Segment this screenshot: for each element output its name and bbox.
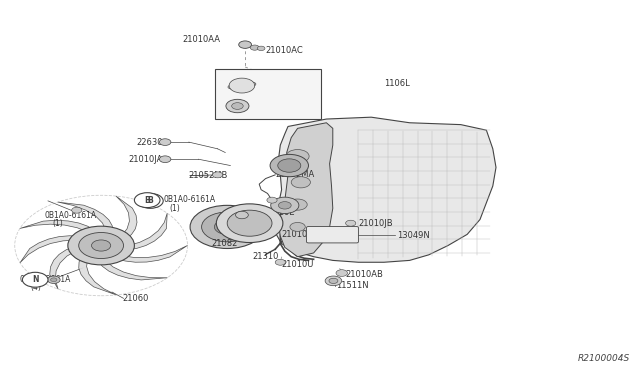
Circle shape: [51, 278, 57, 282]
Circle shape: [271, 197, 299, 214]
Circle shape: [68, 226, 134, 265]
Text: R2100004S: R2100004S: [578, 354, 630, 363]
Polygon shape: [99, 261, 168, 280]
Circle shape: [47, 276, 60, 283]
Text: 08918-3061A: 08918-3061A: [19, 275, 70, 283]
Text: B: B: [145, 196, 150, 205]
Circle shape: [226, 99, 249, 113]
Polygon shape: [275, 117, 496, 262]
Text: 0B1A0-6161A: 0B1A0-6161A: [163, 195, 215, 203]
Text: 11511N: 11511N: [336, 281, 369, 290]
Polygon shape: [127, 213, 167, 250]
Text: 21010AB: 21010AB: [346, 270, 383, 279]
Circle shape: [232, 103, 243, 109]
Circle shape: [290, 222, 305, 231]
FancyBboxPatch shape: [307, 227, 358, 243]
Text: 21010JA: 21010JA: [129, 155, 163, 164]
Circle shape: [72, 207, 82, 213]
Circle shape: [79, 232, 124, 259]
Circle shape: [212, 172, 223, 178]
Circle shape: [22, 272, 48, 287]
Polygon shape: [278, 123, 333, 257]
Text: B: B: [148, 196, 153, 205]
Circle shape: [336, 270, 348, 276]
Circle shape: [214, 219, 240, 234]
Circle shape: [270, 154, 308, 177]
Polygon shape: [58, 202, 113, 231]
Circle shape: [346, 220, 356, 226]
Text: 1106L: 1106L: [384, 79, 410, 88]
Polygon shape: [116, 196, 137, 239]
Circle shape: [267, 197, 277, 203]
Text: 21200: 21200: [246, 102, 273, 110]
Circle shape: [278, 159, 301, 172]
Text: (1): (1): [170, 204, 180, 213]
Polygon shape: [20, 220, 95, 232]
Circle shape: [286, 150, 309, 163]
Text: (4): (4): [31, 283, 42, 292]
Polygon shape: [79, 256, 116, 295]
Circle shape: [159, 139, 171, 145]
Circle shape: [329, 278, 338, 283]
Circle shape: [134, 193, 160, 208]
Text: 21010JB: 21010JB: [358, 219, 393, 228]
Text: N: N: [32, 275, 38, 284]
Polygon shape: [116, 246, 188, 262]
Text: 21310: 21310: [252, 252, 278, 261]
Text: 21010AC: 21010AC: [266, 46, 303, 55]
Circle shape: [275, 259, 285, 265]
Circle shape: [291, 177, 310, 188]
Circle shape: [250, 45, 259, 50]
Polygon shape: [20, 236, 79, 263]
Polygon shape: [50, 247, 76, 289]
Circle shape: [239, 41, 252, 48]
Text: 21052MA: 21052MA: [275, 170, 314, 179]
Circle shape: [236, 211, 248, 219]
Circle shape: [229, 78, 255, 93]
Text: 21010AA: 21010AA: [183, 35, 221, 44]
Circle shape: [92, 240, 111, 251]
Bar: [215, 69, 321, 119]
Text: 21082: 21082: [211, 239, 237, 248]
Circle shape: [288, 199, 307, 210]
Circle shape: [227, 210, 272, 236]
Circle shape: [202, 212, 253, 242]
Text: 22630: 22630: [137, 138, 163, 147]
Circle shape: [159, 156, 171, 163]
Text: 21030A: 21030A: [248, 224, 280, 233]
Circle shape: [278, 202, 291, 209]
Text: 21010J: 21010J: [282, 230, 310, 239]
Text: 13049N: 13049N: [397, 231, 429, 240]
Circle shape: [216, 204, 283, 243]
Text: 21120E: 21120E: [264, 208, 295, 217]
Circle shape: [325, 276, 342, 286]
Text: 0B1A0-6161A: 0B1A0-6161A: [45, 211, 97, 219]
Text: 21060: 21060: [123, 294, 149, 303]
Circle shape: [138, 193, 163, 208]
Circle shape: [190, 205, 264, 248]
Circle shape: [257, 46, 265, 51]
Text: (1): (1): [52, 219, 63, 228]
Text: 21010U: 21010U: [282, 260, 314, 269]
Text: 21052MB: 21052MB: [189, 171, 228, 180]
